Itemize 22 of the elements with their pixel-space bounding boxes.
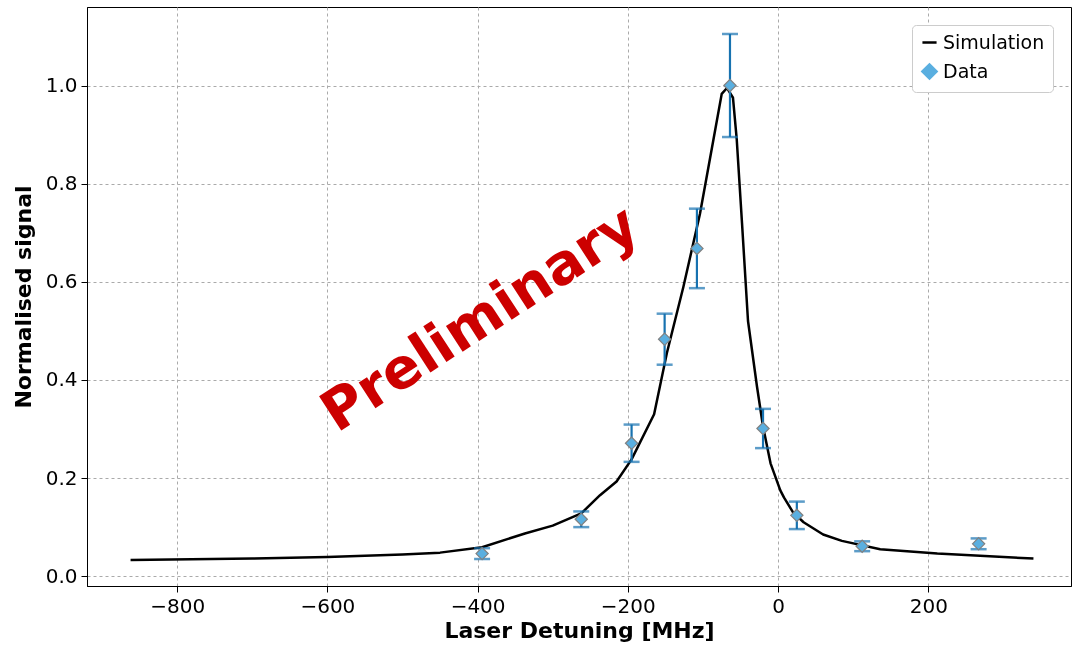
point [790, 508, 804, 523]
legend-label: Simulation [943, 30, 1045, 53]
x-tick-label: −400 [450, 593, 506, 618]
y-axis-title: Normalised signal [10, 185, 36, 409]
point [690, 241, 704, 256]
point [723, 78, 737, 93]
x-tick-label: −200 [600, 593, 656, 618]
x-axis-title: Laser Detuning [MHz] [444, 617, 715, 643]
x-tick-label: −600 [300, 593, 356, 618]
x-tick-label: 0 [772, 593, 785, 618]
x-tick-label: −800 [150, 593, 206, 618]
y-tick-label: 1.0 [45, 73, 78, 98]
y-tick-label: 0.2 [45, 465, 78, 490]
x-tick-label: 200 [909, 593, 948, 618]
legend-label: Data [943, 59, 989, 82]
point [657, 332, 672, 346]
y-tick-label: 0.8 [45, 171, 78, 196]
point [756, 421, 770, 436]
y-tick-label: 0.6 [45, 269, 78, 294]
point [624, 436, 639, 450]
y-tick-label: 0.4 [45, 367, 78, 392]
y-tick-label: 0.0 [45, 563, 78, 588]
